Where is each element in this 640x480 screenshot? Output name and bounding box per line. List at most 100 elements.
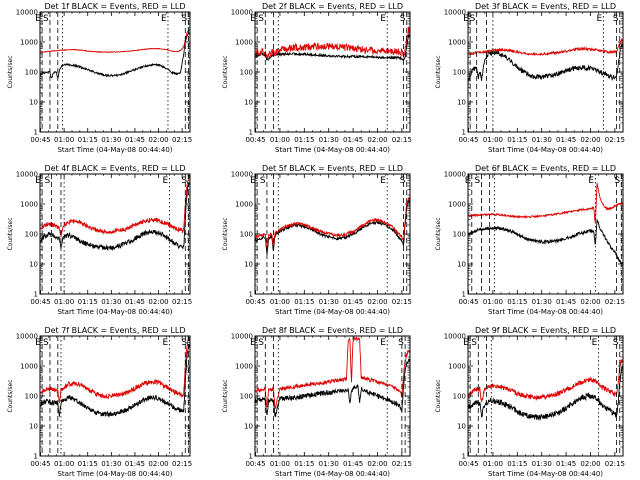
- x-tick-label: 02:00: [148, 460, 168, 468]
- x-tick-label: 01:45: [125, 136, 145, 144]
- y-tick-label: 10000: [16, 171, 38, 179]
- y-tick-label: 100: [25, 231, 38, 239]
- panel-det-9: Det 9f BLACK = Events, RED = LLD Counts/s…: [435, 326, 625, 478]
- event-marker-label: E: [250, 176, 256, 186]
- y-tick-label: 1000: [448, 39, 466, 47]
- event-marker-label: S: [43, 338, 49, 348]
- panel-det-4: Det 4f BLACK = Events, RED = LLD Counts/s…: [7, 164, 192, 316]
- x-tick-label: 00:45: [458, 298, 478, 306]
- panel-title: Det 5f BLACK = Events, RED = LLD: [262, 164, 403, 173]
- y-tick-label: 10000: [231, 9, 253, 17]
- plot-frame: [39, 173, 191, 295]
- y-tick-label: 10: [457, 423, 466, 431]
- panel-title: Det 2f BLACK = Events, RED = LLD: [262, 2, 403, 11]
- event-marker-label: E: [35, 176, 41, 186]
- y-tick-label: 1000: [20, 363, 38, 371]
- x-tick-label: 01:00: [270, 460, 290, 468]
- event-marker-label: S: [613, 14, 619, 24]
- plot-frame: [254, 173, 411, 295]
- panel-det-6: Det 6f BLACK = Events, RED = LLD Counts/s…: [435, 164, 625, 316]
- x-tick-label: 02:00: [367, 136, 387, 144]
- x-tick-label: 02:15: [172, 460, 192, 468]
- plot-frame: [39, 335, 191, 457]
- y-tick-label: 1000: [448, 363, 466, 371]
- x-tick-label: 00:45: [30, 136, 50, 144]
- x-tick-label: 01:00: [270, 298, 290, 306]
- x-tick-label: 02:00: [580, 298, 600, 306]
- y-tick-label: 1: [249, 129, 253, 137]
- plot-frame: [467, 173, 624, 295]
- event-marker-label: S: [260, 176, 266, 186]
- series-line-events: [468, 43, 623, 82]
- y-axis-label: Counts/sec: [435, 379, 442, 412]
- event-marker-label: S: [181, 176, 187, 186]
- panel-det-3: Det 3f BLACK = Events, RED = LLD Counts/s…: [435, 2, 625, 154]
- x-tick-label: 01:15: [507, 298, 527, 306]
- y-tick-label: 10000: [231, 333, 253, 341]
- x-tick-label: 00:45: [245, 298, 265, 306]
- x-tick-label: 01:15: [78, 460, 98, 468]
- y-tick-label: 1000: [235, 363, 253, 371]
- event-marker-label: S: [470, 14, 476, 24]
- x-axis-label: Start Time (04-May-08 00:44:40): [57, 308, 172, 316]
- event-marker-label: E: [250, 338, 256, 348]
- x-tick-label: 02:15: [605, 460, 625, 468]
- event-marker-label: E: [35, 338, 41, 348]
- panel-det-8: Det 8f BLACK = Events, RED = LLD Counts/s…: [222, 326, 412, 478]
- series-line-lld: [255, 25, 410, 61]
- x-tick-label: 02:00: [367, 460, 387, 468]
- event-marker-label: E: [596, 14, 602, 24]
- y-tick-label: 10000: [16, 9, 38, 17]
- y-axis-label: Counts/sec: [435, 217, 442, 250]
- x-tick-label: 01:45: [125, 460, 145, 468]
- event-marker-label: S: [43, 14, 49, 24]
- event-marker-label: S: [471, 338, 477, 348]
- event-marker-label: E: [250, 14, 256, 24]
- y-tick-label: 10000: [444, 171, 466, 179]
- x-tick-label: 02:15: [392, 136, 412, 144]
- y-tick-label: 10000: [16, 333, 38, 341]
- y-tick-label: 1: [462, 453, 466, 461]
- x-tick-label: 01:15: [294, 460, 314, 468]
- plot-frame: [39, 11, 191, 133]
- panel-title: Det 3f BLACK = Events, RED = LLD: [475, 2, 616, 11]
- y-tick-label: 10: [244, 423, 253, 431]
- y-tick-label: 10: [244, 99, 253, 107]
- x-tick-label: 01:30: [532, 136, 552, 144]
- x-tick-label: 00:45: [245, 460, 265, 468]
- series-line-events: [468, 218, 623, 266]
- plot-frame: [254, 11, 411, 133]
- x-tick-label: 00:45: [30, 298, 50, 306]
- y-tick-label: 1: [34, 453, 38, 461]
- panel-title: Det 9f BLACK = Events, RED = LLD: [475, 326, 616, 335]
- x-tick-label: 01:00: [270, 136, 290, 144]
- x-tick-label: 01:15: [78, 136, 98, 144]
- x-tick-label: 00:45: [458, 136, 478, 144]
- event-marker-label: S: [475, 176, 481, 186]
- y-tick-label: 100: [240, 69, 253, 77]
- event-marker-label: S: [398, 338, 404, 348]
- x-tick-label: 01:45: [556, 298, 576, 306]
- event-marker-label: E: [592, 338, 598, 348]
- panel-det-7: Det 7f BLACK = Events, RED = LLD Counts/s…: [7, 326, 192, 478]
- y-tick-label: 10: [244, 261, 253, 269]
- x-tick-label: 02:15: [172, 136, 192, 144]
- panel-title: Det 1f BLACK = Events, RED = LLD: [44, 2, 185, 11]
- x-tick-label: 01:00: [483, 460, 503, 468]
- event-marker-label: E: [380, 176, 386, 186]
- y-tick-label: 10: [29, 99, 38, 107]
- x-tick-label: 01:00: [483, 136, 503, 144]
- x-tick-label: 02:15: [605, 298, 625, 306]
- x-tick-label: 02:00: [148, 136, 168, 144]
- y-axis-label: Counts/sec: [222, 55, 229, 88]
- event-marker-label: E: [588, 176, 594, 186]
- y-tick-label: 1: [249, 453, 253, 461]
- plot-frame: [467, 11, 624, 133]
- y-axis-label: Counts/sec: [222, 217, 229, 250]
- series-line-lld: [468, 359, 623, 402]
- x-tick-label: 01:30: [532, 460, 552, 468]
- x-axis-label: Start Time (04-May-08 00:44:40): [488, 146, 603, 154]
- y-tick-label: 10: [29, 423, 38, 431]
- x-tick-label: 01:15: [294, 136, 314, 144]
